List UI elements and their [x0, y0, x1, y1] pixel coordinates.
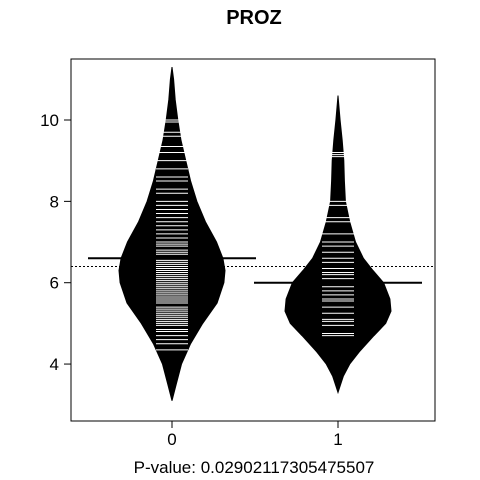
plot-frame — [70, 58, 436, 422]
y-tick-label: 10 — [40, 111, 59, 130]
chart-title: PROZ — [226, 7, 282, 29]
plot-area — [71, 67, 435, 401]
y-tick-label: 6 — [50, 274, 59, 293]
y-tick-label: 8 — [50, 192, 59, 211]
x-tick-label: 0 — [167, 430, 176, 449]
x-tick-label: 1 — [333, 430, 342, 449]
y-tick-label: 4 — [50, 355, 59, 374]
x-axis-label: P-value: 0.02902117305475507 — [134, 458, 375, 477]
axes: 4 6 8 10 0 1 — [40, 111, 343, 449]
bean-shape-group-1 — [284, 95, 392, 395]
